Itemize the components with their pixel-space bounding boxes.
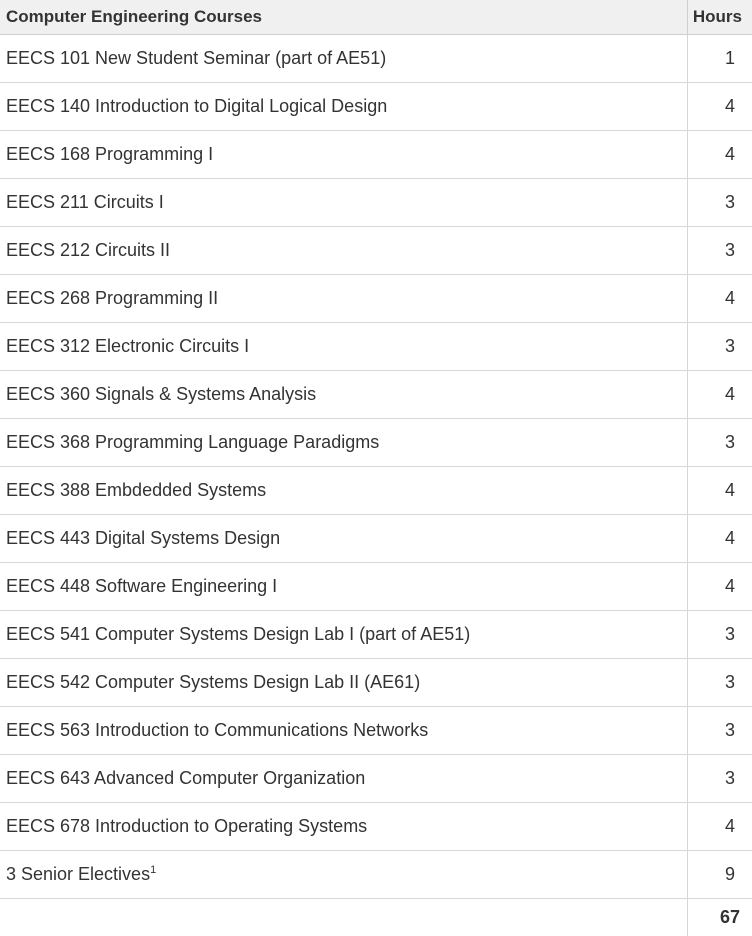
- table-row: EECS 448 Software Engineering I 4: [0, 562, 752, 611]
- hours-column-header: Hours: [686, 0, 752, 35]
- electives-hours-cell: 9: [686, 850, 752, 899]
- hours-cell: 4: [686, 370, 752, 419]
- course-column-header: Computer Engineering Courses: [0, 0, 687, 35]
- table-row: EECS 101 New Student Seminar (part of AE…: [0, 34, 752, 83]
- course-cell: EECS 643 Advanced Computer Organization: [0, 754, 687, 803]
- footnote-marker: 1: [150, 863, 157, 876]
- hours-cell: 3: [686, 610, 752, 659]
- hours-cell: 3: [686, 322, 752, 371]
- electives-cell: 3 Senior Electives1: [0, 850, 687, 899]
- table-row: EECS 368 Programming Language Paradigms …: [0, 418, 752, 467]
- hours-cell: 3: [686, 754, 752, 803]
- hours-cell: 4: [686, 82, 752, 131]
- table-row: EECS 388 Embdedded Systems 4: [0, 466, 752, 515]
- course-cell: EECS 563 Introduction to Communications …: [0, 706, 687, 755]
- hours-cell: 1: [686, 34, 752, 83]
- table-row: EECS 443 Digital Systems Design 4: [0, 514, 752, 563]
- course-cell: EECS 541 Computer Systems Design Lab I (…: [0, 610, 687, 659]
- table-row: EECS 140 Introduction to Digital Logical…: [0, 82, 752, 131]
- electives-row: 3 Senior Electives1 9: [0, 850, 752, 899]
- course-cell: EECS 448 Software Engineering I: [0, 562, 687, 611]
- course-cell: EECS 268 Programming II: [0, 274, 687, 323]
- hours-cell: 4: [686, 802, 752, 851]
- total-label-cell: [0, 898, 687, 936]
- table-row: EECS 541 Computer Systems Design Lab I (…: [0, 610, 752, 659]
- hours-cell: 3: [686, 226, 752, 275]
- table-row: EECS 563 Introduction to Communications …: [0, 706, 752, 755]
- hours-cell: 4: [686, 130, 752, 179]
- hours-cell: 4: [686, 274, 752, 323]
- hours-cell: 3: [686, 178, 752, 227]
- electives-label: 3 Senior Electives: [6, 863, 151, 884]
- hours-cell: 4: [686, 514, 752, 563]
- table-row: EECS 168 Programming I 4: [0, 130, 752, 179]
- total-hours-cell: 67: [686, 898, 752, 936]
- hours-cell: 4: [686, 466, 752, 515]
- hours-cell: 3: [686, 418, 752, 467]
- hours-cell: 3: [686, 658, 752, 707]
- course-cell: EECS 212 Circuits II: [0, 226, 687, 275]
- table-row: EECS 360 Signals & Systems Analysis 4: [0, 370, 752, 419]
- table-row: EECS 542 Computer Systems Design Lab II …: [0, 658, 752, 707]
- course-cell: EECS 211 Circuits I: [0, 178, 687, 227]
- course-cell: EECS 168 Programming I: [0, 130, 687, 179]
- course-cell: EECS 140 Introduction to Digital Logical…: [0, 82, 687, 131]
- table-row: EECS 643 Advanced Computer Organization …: [0, 754, 752, 803]
- total-row: 67: [0, 898, 752, 936]
- hours-cell: 3: [686, 706, 752, 755]
- table-row: EECS 678 Introduction to Operating Syste…: [0, 802, 752, 851]
- course-cell: EECS 388 Embdedded Systems: [0, 466, 687, 515]
- course-cell: EECS 101 New Student Seminar (part of AE…: [0, 34, 687, 83]
- table-row: EECS 268 Programming II 4: [0, 274, 752, 323]
- course-cell: EECS 312 Electronic Circuits I: [0, 322, 687, 371]
- course-cell: EECS 443 Digital Systems Design: [0, 514, 687, 563]
- course-cell: EECS 678 Introduction to Operating Syste…: [0, 802, 687, 851]
- table-row: EECS 212 Circuits II 3: [0, 226, 752, 275]
- course-cell: EECS 542 Computer Systems Design Lab II …: [0, 658, 687, 707]
- table-header-row: Computer Engineering Courses Hours: [0, 0, 752, 35]
- course-cell: EECS 360 Signals & Systems Analysis: [0, 370, 687, 419]
- course-cell: EECS 368 Programming Language Paradigms: [0, 418, 687, 467]
- table-row: EECS 312 Electronic Circuits I 3: [0, 322, 752, 371]
- hours-cell: 4: [686, 562, 752, 611]
- table-row: EECS 211 Circuits I 3: [0, 178, 752, 227]
